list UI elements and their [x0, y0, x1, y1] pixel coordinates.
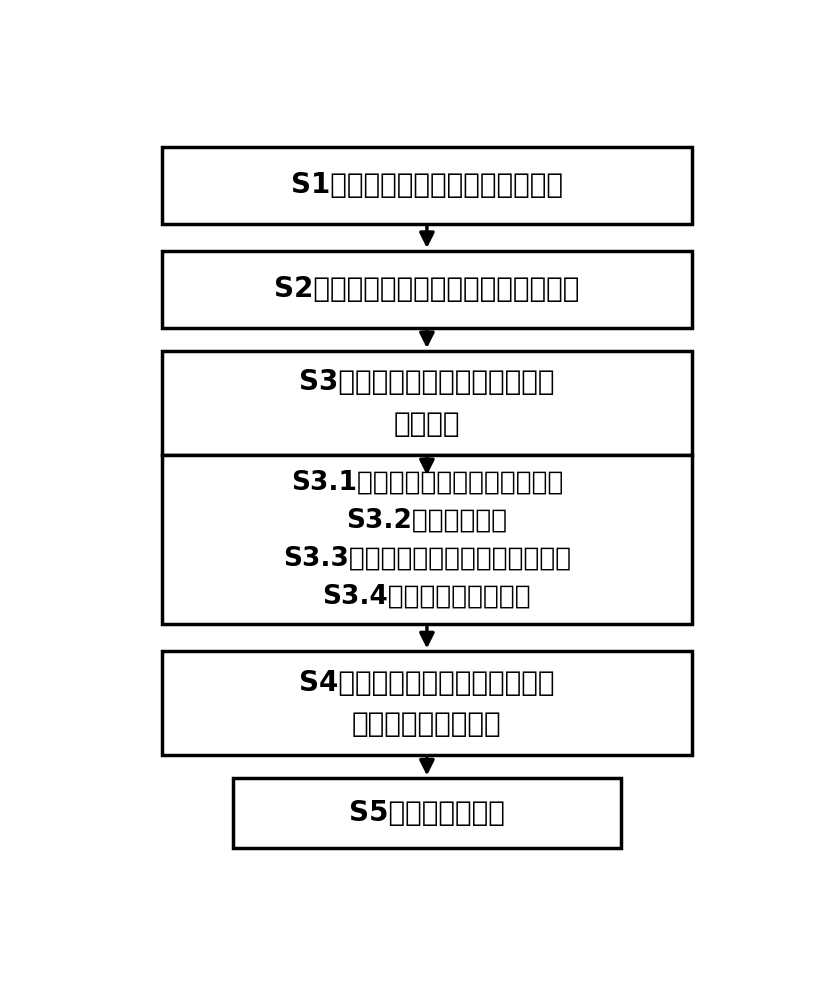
Bar: [162, 147, 691, 224]
Text: S2：开展待排查互感器拆解前诊断试验: S2：开展待排查互感器拆解前诊断试验: [274, 275, 580, 303]
Text: S5：检测所取试样: S5：检测所取试样: [349, 799, 505, 827]
Text: S3.1：检查密封状况，排空绝缘油
S3.2：分离出本体
S3.3：拆解本体，逐步排查本体缺陷
S3.4：测量一次导体尺寸: S3.1：检查密封状况，排空绝缘油 S3.2：分离出本体 S3.3：拆解本体，逐…: [283, 470, 571, 610]
Text: S3：拆解待排查互感器，并逐步
缺陷排查: S3：拆解待排查互感器，并逐步 缺陷排查: [299, 368, 555, 438]
Bar: [162, 651, 691, 755]
Bar: [162, 455, 691, 624]
Text: S4：计算并核对相邻主电容屏之
间的实测屏间电容量: S4：计算并核对相邻主电容屏之 间的实测屏间电容量: [299, 669, 555, 738]
Bar: [162, 251, 691, 328]
Bar: [162, 351, 691, 455]
Bar: [233, 778, 621, 848]
Text: S1：收集待排查互感器的结构信息: S1：收集待排查互感器的结构信息: [291, 171, 563, 199]
